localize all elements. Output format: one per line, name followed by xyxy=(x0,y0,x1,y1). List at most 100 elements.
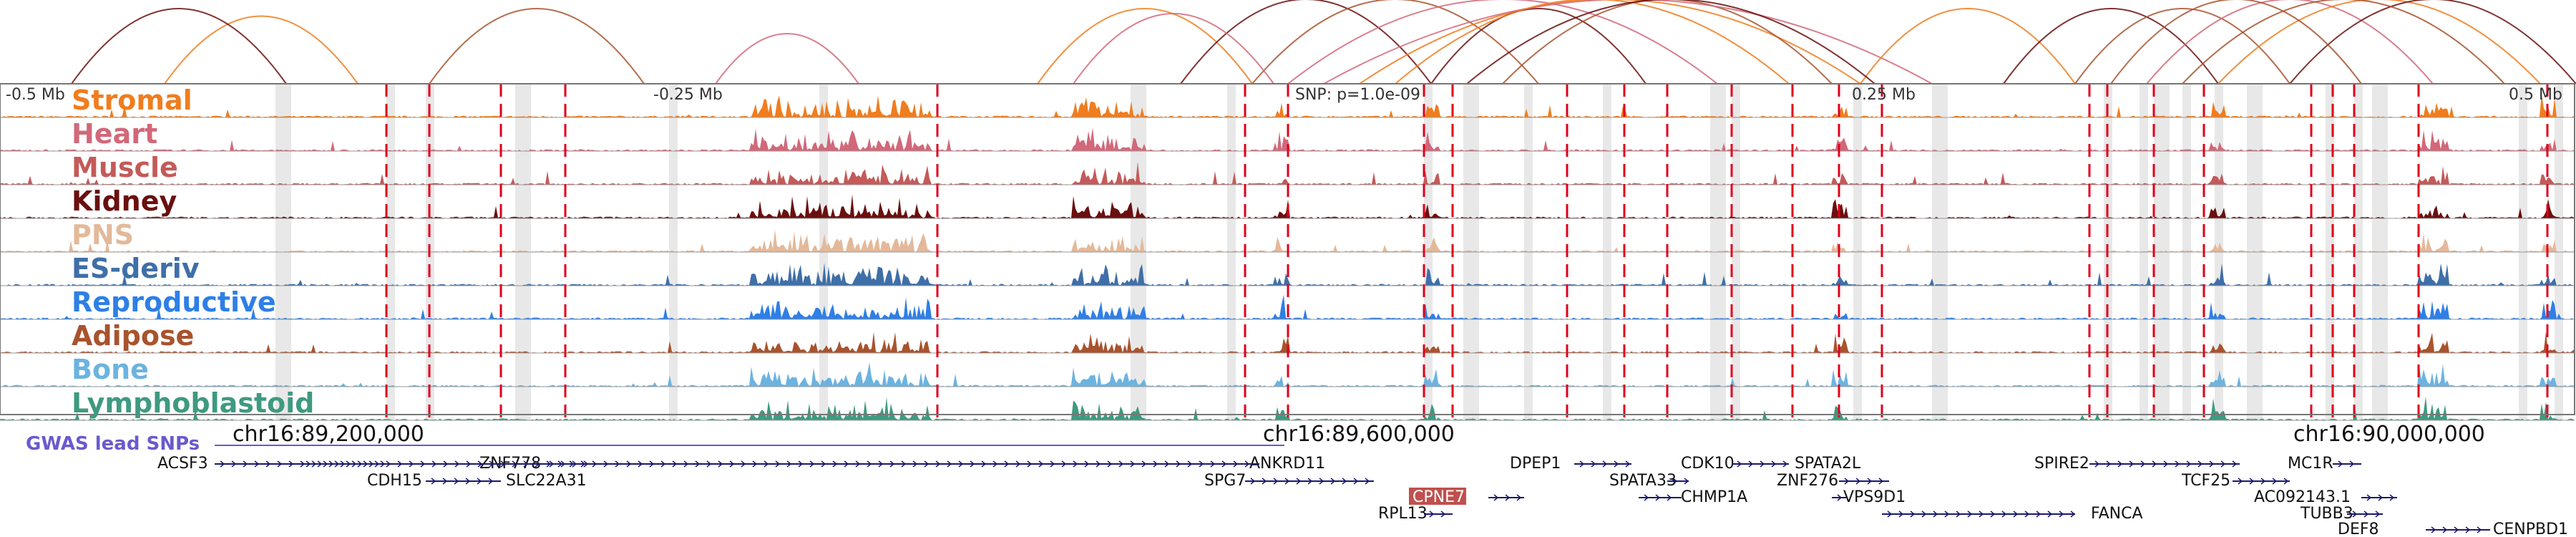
gene-strand-arrow xyxy=(1141,460,1147,468)
gene-strand-arrow xyxy=(1898,511,1904,518)
gene-strand-arrow xyxy=(2152,460,2157,468)
gene-strand-arrow xyxy=(1921,511,1927,518)
gene-strand-arrow xyxy=(2117,460,2123,468)
scale-center-label: SNP: p=1.0e-09 xyxy=(1295,86,1420,104)
gene-strand-arrow xyxy=(2129,460,2135,468)
gene-strand-arrow xyxy=(1262,478,1267,485)
gene-strand-arrow xyxy=(1096,460,1101,468)
gene-strand-arrow xyxy=(2465,526,2471,533)
gene-strand-arrow xyxy=(2378,494,2384,501)
coordinate-label-3: chr16:90,000,000 xyxy=(2293,422,2485,447)
gene-strand-arrow xyxy=(2163,460,2169,468)
gene-strand-arrow xyxy=(1760,460,1765,468)
signal-track-es-deriv xyxy=(0,263,2575,286)
gene-strand-arrow xyxy=(970,460,975,468)
gene-label-cdk10: CDK10 xyxy=(1681,455,1735,473)
gene-strand-arrow xyxy=(454,478,459,485)
gene-strand-arrow xyxy=(2070,511,2076,518)
gene-strand-arrow xyxy=(752,460,758,468)
gene-label-spata2l: SPATA2L xyxy=(1795,455,1861,473)
gene-strand-arrow xyxy=(2454,526,2459,533)
gene-strand-arrow xyxy=(2175,460,2180,468)
gene-strand-arrow xyxy=(1107,460,1113,468)
track-label-es-deriv: ES-deriv xyxy=(72,253,200,284)
gene-strand-arrow xyxy=(1073,460,1078,468)
gene-strand-arrow xyxy=(288,460,294,468)
gene-strand-arrow xyxy=(1855,478,1861,485)
track-label-lymphoblastoid: Lymphoblastoid xyxy=(72,387,314,419)
gene-strand-arrow xyxy=(220,460,225,468)
gene-strand-arrow xyxy=(231,460,237,468)
scale-mid-left-label: -0.25 Mb xyxy=(653,86,723,104)
gene-strand-arrow xyxy=(1342,478,1347,485)
gene-strand-arrow xyxy=(2220,460,2226,468)
gene-strand-arrow xyxy=(2389,494,2395,501)
gene-label-spata33: SPATA33 xyxy=(1609,472,1677,490)
gene-strand-arrow xyxy=(741,460,746,468)
gene-strand-arrow xyxy=(569,460,575,468)
track-label-adipose: Adipose xyxy=(72,320,194,352)
gene-strand-arrow xyxy=(1990,511,1996,518)
gene-strand-arrow xyxy=(1944,511,1950,518)
gene-strand-arrow xyxy=(2209,460,2215,468)
gene-strand-arrow xyxy=(1933,511,1938,518)
gene-strand-arrow xyxy=(328,460,334,468)
gene-strand-arrow xyxy=(615,460,620,468)
loop-arc xyxy=(715,33,859,84)
gene-strand-arrow xyxy=(786,460,792,468)
gene-strand-arrow xyxy=(1118,460,1124,468)
track-label-bone: Bone xyxy=(72,354,149,385)
gene-label-cenpbd1: CENPBD1 xyxy=(2493,521,2568,537)
gene-strand-arrow xyxy=(592,460,597,468)
gene-strand-arrow xyxy=(1365,478,1370,485)
gene-strand-arrow xyxy=(1878,478,1884,485)
gene-strand-arrow xyxy=(386,460,391,468)
gene-strand-arrow xyxy=(1591,460,1596,468)
gene-strand-arrow xyxy=(409,460,414,468)
gene-strand-arrow xyxy=(1164,460,1170,468)
loop-arc xyxy=(71,8,287,84)
gene-strand-arrow xyxy=(1084,460,1090,468)
loop-arc xyxy=(1466,0,1875,84)
gene-strand-arrow xyxy=(992,460,998,468)
gene-strand-arrow xyxy=(2106,460,2112,468)
gene-label-tcf25: TCF25 xyxy=(2181,472,2230,490)
gene-strand-arrow xyxy=(374,460,380,468)
scale-right-label: 0.5 Mb xyxy=(2509,86,2562,104)
gene-strand-arrow xyxy=(2197,460,2203,468)
gene-label-spg7: SPG7 xyxy=(1204,472,1246,490)
gene-strand-arrow xyxy=(523,460,529,468)
gene-strand-arrow xyxy=(763,460,769,468)
gene-strand-arrow xyxy=(477,478,482,485)
coordinate-label-1: chr16:89,200,000 xyxy=(233,422,424,447)
gene-label-acsf3: ACSF3 xyxy=(157,455,208,473)
gene-strand-arrow xyxy=(1782,460,1788,468)
gene-strand-arrow xyxy=(243,460,248,468)
gene-strand-arrow xyxy=(844,460,849,468)
gene-label-def8: DEF8 xyxy=(2338,521,2379,537)
gene-strand-arrow xyxy=(649,460,655,468)
gene-strand-arrow xyxy=(2094,460,2100,468)
gene-strand-arrow xyxy=(317,460,323,468)
loop-arc xyxy=(1073,13,1274,84)
loop-arc xyxy=(1252,0,1539,84)
gene-strand-arrow xyxy=(958,460,964,468)
loop-arc xyxy=(1359,0,1861,84)
gene-strand-arrow xyxy=(2140,460,2146,468)
gene-strand-arrow xyxy=(1330,478,1336,485)
gene-label-cdh15: CDH15 xyxy=(367,472,422,490)
track-labels: Stromal Heart Muscle Kidney PNS ES-deriv… xyxy=(72,84,314,419)
gene-strand-arrow xyxy=(1614,460,1619,468)
gene-strand-arrow xyxy=(981,460,987,468)
gene-strand-arrow xyxy=(1027,460,1033,468)
gene-strand-arrow xyxy=(466,460,472,468)
gene-strand-arrow xyxy=(2024,511,2030,518)
gene-strand-arrow xyxy=(2232,460,2238,468)
gene-strand-arrow xyxy=(626,460,632,468)
track-label-pns: PNS xyxy=(72,219,134,251)
gene-label-tubb3: TUBB3 xyxy=(2300,505,2353,523)
gene-strand-arrow xyxy=(2047,511,2053,518)
gene-strand-arrow xyxy=(729,460,735,468)
gene-strand-arrow xyxy=(442,478,448,485)
